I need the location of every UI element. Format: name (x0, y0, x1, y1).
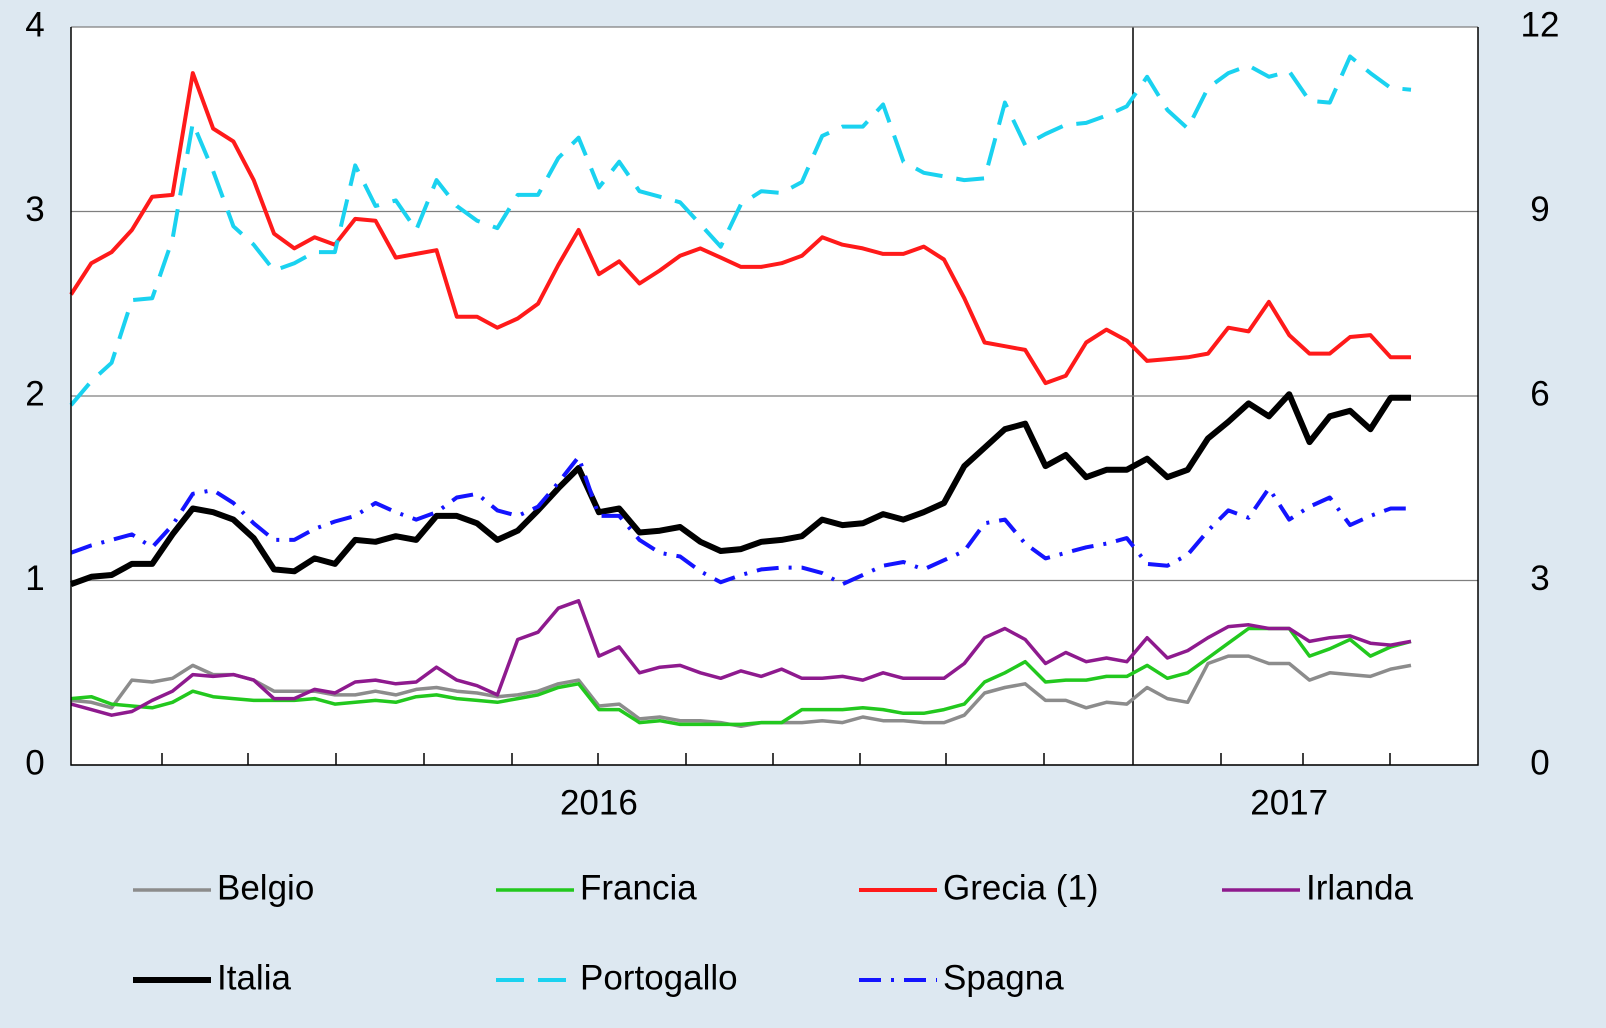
y2-tick-label: 3 (1530, 559, 1549, 598)
y-tick-label: 2 (25, 374, 44, 413)
series-line (69, 54, 1412, 407)
series-line (69, 391, 1411, 588)
x-tick-marks (161, 753, 1391, 765)
legend-label: Francia (580, 868, 697, 907)
series-line (70, 654, 1412, 729)
y2-tick-label: 6 (1530, 374, 1549, 413)
y-tick-label: 3 (25, 190, 44, 229)
series-line (70, 599, 1412, 717)
y-tick-label: 0 (25, 743, 44, 782)
x-tick-label: 2017 (1250, 783, 1328, 822)
y2-tick-label: 12 (1521, 5, 1560, 44)
y-tick-label: 1 (25, 559, 44, 598)
y2-tick-label: 9 (1530, 190, 1549, 229)
series-line (69, 71, 1411, 386)
lines (69, 54, 1412, 729)
legend-label: Portogallo (580, 958, 738, 997)
legend-label: Italia (217, 958, 291, 997)
legend-label: Irlanda (1306, 868, 1414, 907)
y-tick-label: 4 (25, 5, 44, 44)
x-tick-label: 2016 (560, 783, 638, 822)
axes-frame (70, 27, 1479, 766)
legend: Belgio Francia Grecia (1) Irlanda Italia Port… (133, 868, 1414, 997)
series-line (70, 626, 1412, 727)
grid (71, 26, 1478, 766)
legend-label: Spagna (943, 958, 1064, 997)
series-line (70, 454, 1411, 587)
legend-label: Belgio (217, 868, 314, 907)
legend-label: Grecia (1) (943, 868, 1099, 907)
y2-tick-label: 0 (1530, 743, 1549, 782)
